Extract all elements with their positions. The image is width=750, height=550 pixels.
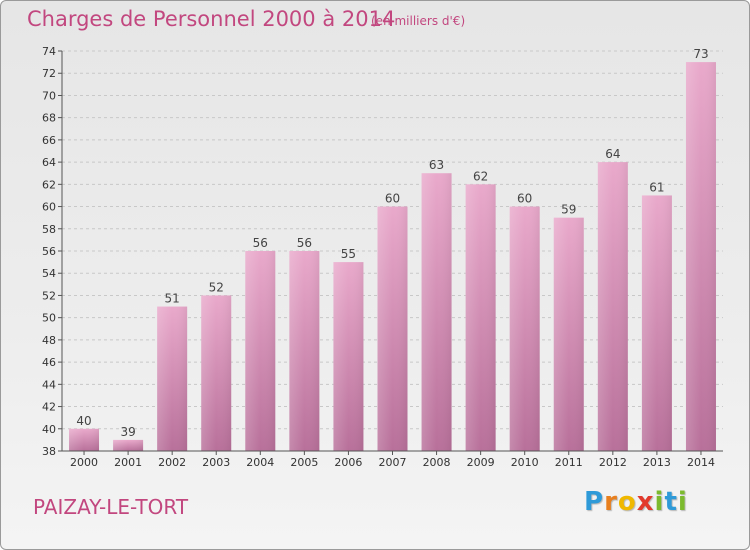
x-tick-label: 2012: [599, 456, 627, 469]
location-name: PAIZAY-LE-TORT: [33, 495, 189, 519]
y-tick-label: 46: [42, 356, 56, 369]
x-tick-label: 2007: [379, 456, 407, 469]
bar-shade: [641, 195, 672, 451]
x-tick-label: 2013: [643, 456, 671, 469]
y-tick-label: 50: [42, 312, 56, 325]
chart-subtitle: (en milliers d'€): [371, 14, 466, 28]
bar-shade: [69, 428, 100, 451]
bar-shade: [113, 439, 144, 451]
x-tick-label: 2011: [555, 456, 583, 469]
value-label: 56: [253, 236, 268, 250]
bar-shade: [157, 306, 188, 451]
value-label: 55: [341, 247, 356, 261]
bar-shade: [289, 251, 320, 451]
y-tick-label: 38: [42, 445, 56, 458]
logo-letter: i: [677, 487, 688, 517]
logo-letter: r: [604, 487, 618, 517]
y-tick-label: 44: [42, 378, 56, 391]
y-tick-label: 68: [42, 112, 56, 125]
x-tick-label: 2006: [334, 456, 362, 469]
bar-shade: [597, 162, 628, 451]
value-label: 73: [693, 47, 708, 61]
x-tick-label: 2000: [70, 456, 98, 469]
bar-shade: [553, 217, 584, 451]
bar-shade: [465, 184, 496, 452]
bar-shade: [333, 262, 364, 451]
x-tick-label: 2003: [202, 456, 230, 469]
y-tick-label: 66: [42, 134, 56, 147]
logo-letter: t: [664, 487, 678, 517]
value-label: 40: [76, 414, 91, 428]
y-tick-label: 56: [42, 245, 56, 258]
proxiti-logo[interactable]: Proxiti: [584, 487, 688, 517]
value-label: 52: [209, 280, 224, 294]
value-label: 56: [297, 236, 312, 250]
x-tick-label: 2010: [511, 456, 539, 469]
x-tick-label: 2001: [114, 456, 142, 469]
x-tick-label: 2002: [158, 456, 186, 469]
x-tick-label: 2014: [687, 456, 715, 469]
logo-letter: i: [654, 487, 665, 517]
bar-shade: [201, 295, 232, 451]
value-label: 51: [165, 292, 180, 306]
logo-letter: P: [584, 487, 605, 517]
logo-letter: o: [617, 487, 637, 517]
x-tick-label: 2005: [290, 456, 318, 469]
y-tick-label: 72: [42, 67, 56, 80]
y-tick-label: 62: [42, 178, 56, 191]
bar-shade: [421, 173, 452, 451]
value-label: 61: [649, 180, 664, 194]
x-tick-label: 2004: [246, 456, 274, 469]
y-tick-label: 48: [42, 334, 56, 347]
value-label: 62: [473, 169, 488, 183]
y-tick-label: 60: [42, 201, 56, 214]
bar-shade: [245, 251, 276, 451]
x-tick-label: 2009: [467, 456, 495, 469]
y-tick-label: 64: [42, 156, 56, 169]
chart-title: Charges de Personnel 2000 à 2014: [27, 7, 396, 31]
logo-letter: x: [636, 487, 655, 517]
value-label: 59: [561, 203, 576, 217]
value-label: 63: [429, 158, 444, 172]
x-tick-label: 2008: [423, 456, 451, 469]
value-label: 39: [120, 425, 135, 439]
y-tick-label: 54: [42, 267, 56, 280]
y-tick-label: 70: [42, 89, 56, 102]
y-tick-label: 58: [42, 223, 56, 236]
value-label: 60: [385, 192, 400, 206]
value-label: 64: [605, 147, 620, 161]
y-tick-label: 74: [42, 45, 56, 58]
bar-shade: [685, 62, 716, 451]
y-tick-label: 40: [42, 423, 56, 436]
bar-shade: [377, 206, 408, 451]
value-label: 60: [517, 192, 532, 206]
bar-shade: [509, 206, 540, 451]
y-tick-label: 52: [42, 289, 56, 302]
y-tick-label: 42: [42, 401, 56, 414]
